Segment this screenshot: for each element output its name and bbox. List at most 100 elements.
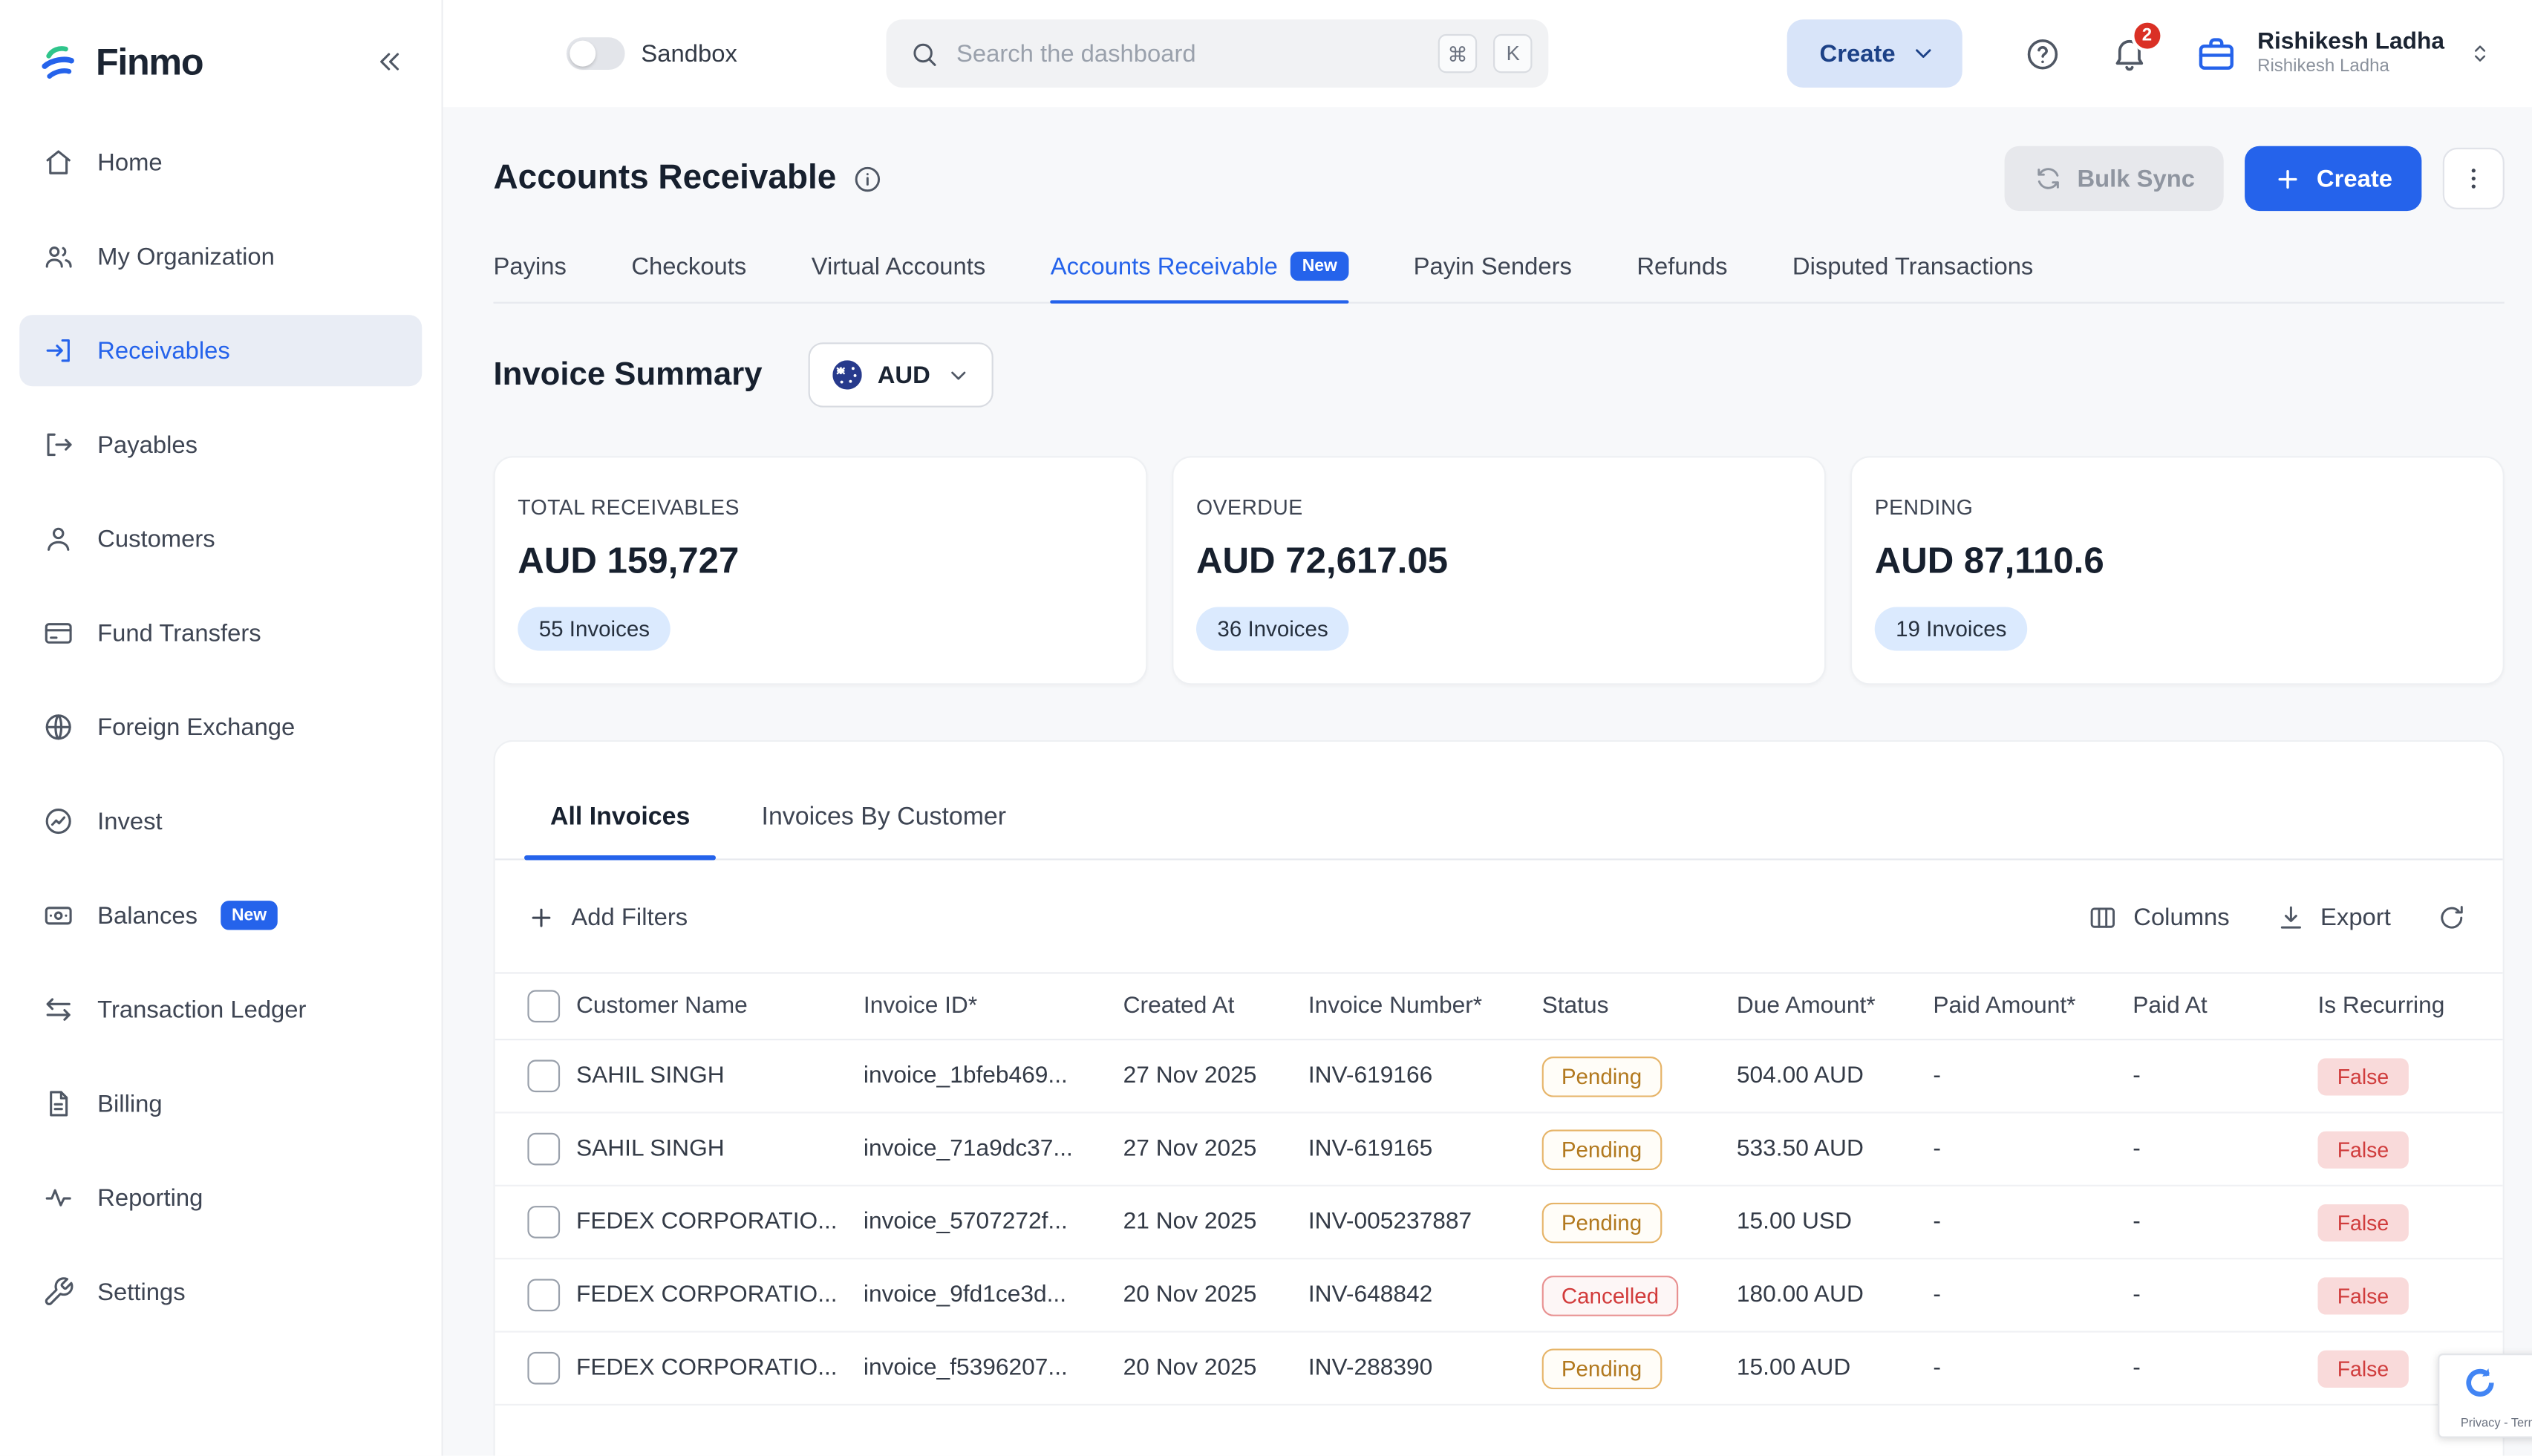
wrench-icon bbox=[45, 1277, 74, 1305]
tab-virtual-accounts[interactable]: Virtual Accounts bbox=[812, 252, 986, 302]
sidebar-item-my-organization[interactable]: My Organization bbox=[19, 221, 422, 292]
cell-paid-amount: - bbox=[1933, 1136, 1941, 1163]
chevron-down-icon bbox=[951, 370, 966, 379]
columns-button[interactable]: Columns bbox=[2088, 902, 2230, 933]
cell-paid-amount: - bbox=[1933, 1209, 1941, 1235]
sidebar-item-label: Receivables bbox=[97, 336, 230, 365]
tab-label: Invoices By Customer bbox=[761, 803, 1007, 832]
add-filters-label: Add Filters bbox=[571, 904, 688, 932]
recaptcha-badge[interactable]: Privacy - Terms bbox=[2438, 1354, 2532, 1438]
table-row[interactable]: FEDEX CORPORATIO... invoice_5707272f... … bbox=[495, 1186, 2503, 1260]
cell-invoice-id: invoice_9fd1ce3d... bbox=[863, 1282, 1067, 1308]
cell-invoice-number: INV-288390 bbox=[1308, 1355, 1433, 1382]
tab-label: Refunds bbox=[1637, 252, 1728, 281]
tab-label: Virtual Accounts bbox=[811, 252, 986, 281]
topbar-create-button[interactable]: Create bbox=[1787, 19, 1962, 88]
column-header-created-at: Created At bbox=[1123, 993, 1235, 1019]
notifications-button[interactable]: 2 bbox=[2110, 19, 2164, 73]
briefcase-icon bbox=[2199, 37, 2234, 69]
page-create-button[interactable]: Create bbox=[2245, 146, 2422, 212]
info-icon bbox=[855, 166, 881, 192]
cell-customer-name: FEDEX CORPORATIO... bbox=[575, 1282, 838, 1308]
topbar: Sandbox ⌘ K Create 2 Ri bbox=[443, 0, 2532, 108]
cell-customer-name: FEDEX CORPORATIO... bbox=[575, 1355, 838, 1382]
cell-invoice-number: INV-648842 bbox=[1308, 1282, 1433, 1308]
page-info-button[interactable] bbox=[852, 163, 884, 195]
add-filters-button[interactable]: Add Filters bbox=[527, 904, 688, 932]
sidebar-item-balances[interactable]: Balances New bbox=[19, 880, 422, 951]
tab-accounts-receivable[interactable]: Accounts Receivable New bbox=[1050, 251, 1349, 304]
sandbox-label: Sandbox bbox=[641, 39, 737, 68]
currency-select[interactable]: AUD bbox=[807, 342, 994, 408]
table-row[interactable]: SAHIL SINGH invoice_71a9dc37... 27 Nov 2… bbox=[495, 1114, 2503, 1186]
status-badge: Pending bbox=[1541, 1201, 1662, 1243]
help-button[interactable] bbox=[2023, 35, 2060, 72]
tab-all-invoices[interactable]: All Invoices bbox=[523, 803, 717, 861]
cell-invoice-number: INV-619166 bbox=[1308, 1062, 1433, 1089]
globe-icon bbox=[45, 714, 71, 740]
question-circle-icon bbox=[2027, 38, 2058, 69]
row-checkbox[interactable] bbox=[527, 1132, 561, 1166]
cell-due-amount: 504.00 AUD bbox=[1736, 1062, 1864, 1089]
tab-refunds[interactable]: Refunds bbox=[1637, 252, 1727, 302]
column-header-due-amount: Due Amount* bbox=[1736, 993, 1876, 1019]
row-checkbox[interactable] bbox=[527, 1206, 561, 1238]
tab-payins[interactable]: Payins bbox=[494, 252, 567, 302]
user-menu[interactable]: Rishikesh Ladha Rishikesh Ladha bbox=[2257, 27, 2444, 79]
sidebar-item-reporting[interactable]: Reporting bbox=[19, 1162, 422, 1233]
payables-icon bbox=[47, 433, 72, 457]
sidebar-item-invest[interactable]: Invest bbox=[19, 786, 422, 857]
sidebar-item-transaction-ledger[interactable]: Transaction Ledger bbox=[19, 974, 422, 1045]
status-badge: Pending bbox=[1541, 1348, 1662, 1389]
sidebar-item-customers[interactable]: Customers bbox=[19, 503, 422, 575]
summary-cards: TOTAL RECEIVABLES AUD 159,727 55 Invoice… bbox=[493, 456, 2505, 685]
finmo-logo[interactable]: Finmo bbox=[36, 39, 204, 84]
user-menu-caret[interactable] bbox=[2467, 41, 2493, 67]
bulk-sync-button[interactable]: Bulk Sync bbox=[2004, 146, 2225, 212]
is-recurring-badge: False bbox=[2317, 1203, 2409, 1241]
sidebar-collapse-button[interactable] bbox=[373, 45, 406, 78]
is-recurring-badge: False bbox=[2317, 1349, 2409, 1387]
sandbox-toggle[interactable] bbox=[566, 37, 625, 70]
sidebar-item-home[interactable]: Home bbox=[19, 127, 422, 198]
table-row[interactable]: SAHIL SINGH invoice_1bfeb469... 27 Nov 2… bbox=[495, 1040, 2503, 1114]
status-badge: Pending bbox=[1541, 1129, 1662, 1169]
sidebar-item-label: Transaction Ledger bbox=[97, 996, 307, 1024]
export-button[interactable]: Export bbox=[2275, 902, 2391, 933]
sidebar-item-billing[interactable]: Billing bbox=[19, 1068, 422, 1139]
refresh-button[interactable] bbox=[2436, 902, 2467, 933]
page-tabs: Payins Checkouts Virtual Accounts Accoun… bbox=[493, 251, 2505, 304]
invoice-tabs: All Invoices Invoices By Customer bbox=[495, 803, 2503, 861]
row-checkbox[interactable] bbox=[527, 1060, 561, 1093]
sidebar-item-payables[interactable]: Payables bbox=[19, 409, 422, 480]
row-checkbox[interactable] bbox=[527, 1351, 561, 1385]
cell-paid-amount: - bbox=[1933, 1355, 1941, 1382]
tab-label: All Invoices bbox=[550, 803, 691, 832]
user-avatar[interactable] bbox=[2194, 32, 2238, 76]
cell-due-amount: 15.00 AUD bbox=[1736, 1355, 1851, 1382]
dashboard-search[interactable]: ⌘ K bbox=[886, 19, 1549, 88]
select-all-checkbox[interactable] bbox=[527, 990, 561, 1023]
sidebar-item-receivables[interactable]: Receivables bbox=[19, 315, 422, 387]
table-row[interactable]: FEDEX CORPORATIO... invoice_9fd1ce3d... … bbox=[495, 1259, 2503, 1333]
sidebar-item-foreign-exchange[interactable]: Foreign Exchange bbox=[19, 691, 422, 763]
cell-paid-at: - bbox=[2133, 1136, 2141, 1163]
caret-sort-icon bbox=[2474, 45, 2486, 62]
tab-label: Checkouts bbox=[631, 252, 747, 281]
tab-invoices-by-customer[interactable]: Invoices By Customer bbox=[762, 803, 1007, 858]
cell-paid-at: - bbox=[2133, 1209, 2141, 1235]
column-header-invoice-number: Invoice Number* bbox=[1308, 993, 1483, 1019]
row-checkbox[interactable] bbox=[527, 1279, 561, 1312]
sidebar-item-settings[interactable]: Settings bbox=[19, 1256, 422, 1328]
search-input[interactable] bbox=[956, 39, 1422, 68]
table-row[interactable]: FEDEX CORPORATIO... invoice_f5396207... … bbox=[495, 1333, 2503, 1406]
card-amount: AUD 87,110.6 bbox=[1874, 540, 2104, 581]
sidebar-item-fund-transfers[interactable]: Fund Transfers bbox=[19, 597, 422, 668]
currency-value: AUD bbox=[877, 361, 930, 389]
more-actions-button[interactable] bbox=[2442, 147, 2505, 209]
cell-paid-amount: - bbox=[1933, 1282, 1941, 1308]
download-icon bbox=[2280, 906, 2301, 929]
tab-checkouts[interactable]: Checkouts bbox=[631, 252, 746, 302]
tab-payin-senders[interactable]: Payin Senders bbox=[1414, 252, 1572, 302]
tab-disputed-transactions[interactable]: Disputed Transactions bbox=[1792, 252, 2033, 302]
